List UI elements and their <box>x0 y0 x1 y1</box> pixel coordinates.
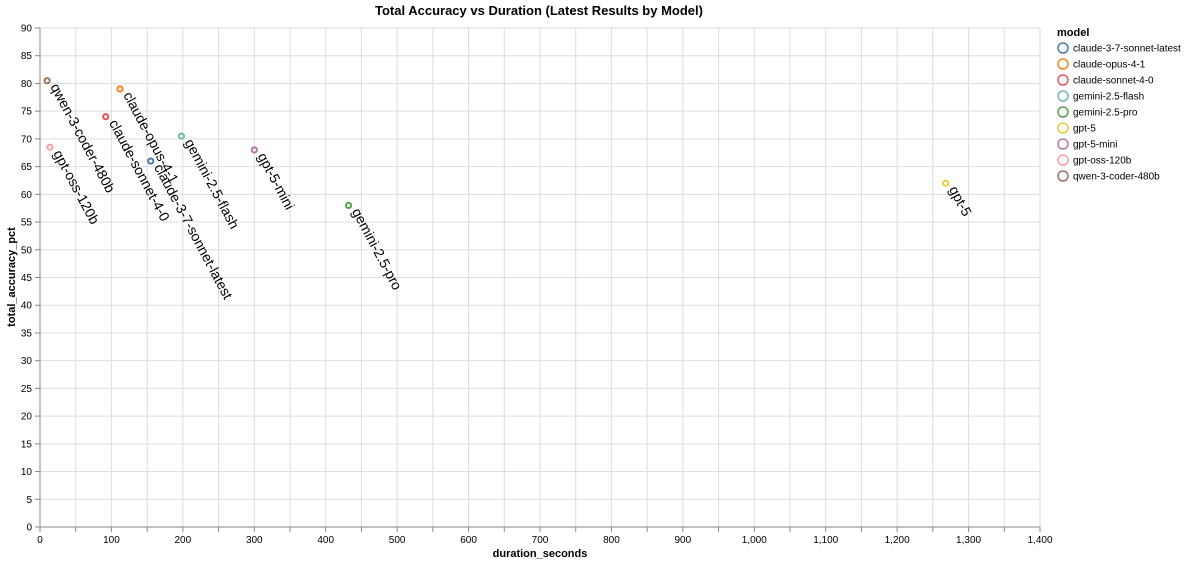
legend-symbol <box>1057 58 1069 70</box>
y-tick-label: 85 <box>21 51 33 62</box>
chart-title: Total Accuracy vs Duration (Latest Resul… <box>375 3 703 18</box>
legend-label: gpt-5-mini <box>1073 140 1117 151</box>
x-tick-label: 300 <box>246 535 263 546</box>
x-tick-label: 0 <box>37 535 43 546</box>
legend-label: claude-3-7-sonnet-latest <box>1073 44 1181 55</box>
point-label: gpt-5 <box>946 183 975 219</box>
point-label: qwen-3-coder-480b <box>47 81 118 196</box>
data-point <box>116 85 124 93</box>
data-point <box>344 201 353 210</box>
x-tick-label: 900 <box>675 535 692 546</box>
x-tick-label: 200 <box>175 535 192 546</box>
point-labels: claude-3-7-sonnet-latestclaude-opus-4-1c… <box>47 81 975 302</box>
point-label: claude-3-7-sonnet-latest <box>151 161 236 302</box>
x-tick-label: 1,000 <box>742 535 767 546</box>
y-tick-label: 60 <box>21 190 33 201</box>
y-tick-label: 0 <box>26 523 32 534</box>
legend-symbol <box>1057 42 1069 54</box>
y-tick-label: 5 <box>26 495 32 506</box>
x-tick-label: 100 <box>103 535 120 546</box>
legend-symbol <box>1057 122 1069 134</box>
y-tick-label: 15 <box>21 439 33 450</box>
legend-symbol <box>1057 106 1069 118</box>
x-tick-label: 700 <box>532 535 549 546</box>
y-tick-label: 35 <box>21 328 33 339</box>
legend-label: gemini-2.5-pro <box>1073 108 1138 119</box>
y-tick-label: 45 <box>21 273 33 284</box>
legend-symbol <box>1057 74 1069 86</box>
legend-symbol <box>1057 154 1069 166</box>
y-tick-label: 80 <box>21 79 33 90</box>
y-tick-label: 90 <box>21 24 33 35</box>
legend-label: claude-opus-4-1 <box>1073 60 1146 71</box>
x-tick-label: 1,100 <box>813 535 838 546</box>
y-tick-label: 40 <box>21 301 33 312</box>
data-point <box>250 146 258 154</box>
y-tick-label: 50 <box>21 245 33 256</box>
x-tick-label: 500 <box>389 535 406 546</box>
data-point <box>177 132 186 140</box>
legend: model claude-3-7-sonnet-latest claude-opu… <box>1057 27 1181 183</box>
y-tick-label: 65 <box>21 162 33 173</box>
y-tick-label: 20 <box>21 412 33 423</box>
legend-symbol <box>1057 138 1069 150</box>
y-tick-label: 75 <box>21 107 33 118</box>
legend-label: qwen-3-coder-480b <box>1073 172 1160 183</box>
legend-title: model <box>1057 27 1089 39</box>
x-tick-label: 1,300 <box>956 535 981 546</box>
legend-symbol <box>1057 90 1069 102</box>
x-axis-title: duration_seconds <box>493 548 588 560</box>
legend-symbol <box>1057 170 1069 182</box>
y-tick-label: 70 <box>21 134 33 145</box>
y-tick-label: 10 <box>21 467 33 478</box>
data-point <box>43 77 51 85</box>
grid <box>39 27 1041 528</box>
legend-label: gpt-oss-120b <box>1073 156 1132 167</box>
x-tick-label: 800 <box>603 535 620 546</box>
legend-label: claude-sonnet-4-0 <box>1073 76 1154 87</box>
point-label: gpt-5-mini <box>255 150 298 212</box>
data-point <box>942 179 950 187</box>
x-tick-label: 400 <box>317 535 334 546</box>
data-point <box>46 143 54 151</box>
data-point <box>102 113 110 121</box>
y-axis-title: total_accuracy_pct <box>6 227 18 327</box>
x-tick-label: 1,200 <box>885 535 910 546</box>
x-tick-label: 600 <box>460 535 477 546</box>
legend-label: gpt-5 <box>1073 124 1096 135</box>
y-tick-label: 25 <box>21 384 33 395</box>
data-points <box>43 77 950 210</box>
y-tick-label: 30 <box>21 356 33 367</box>
axes: 0 100 200 300 400 500 600 700 800 900 1,000 1,100 1,… <box>21 24 1053 547</box>
legend-label: gemini-2.5-flash <box>1073 92 1144 103</box>
y-tick-label: 55 <box>21 218 33 229</box>
data-point <box>147 157 155 165</box>
x-tick-label: 1,400 <box>1027 535 1052 546</box>
